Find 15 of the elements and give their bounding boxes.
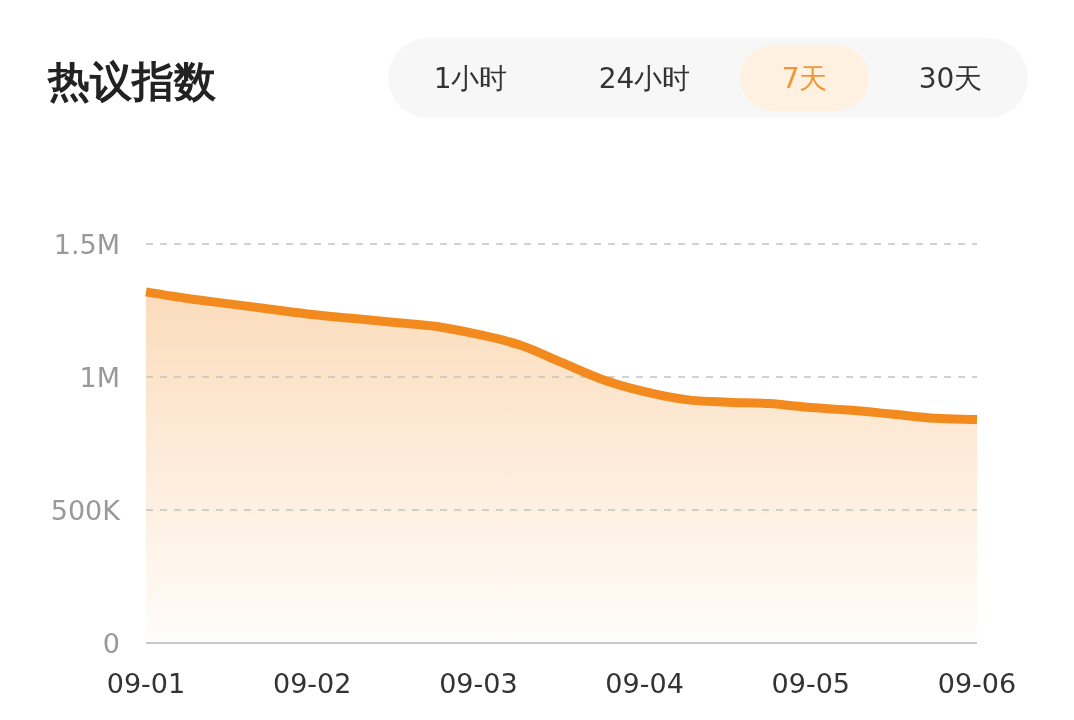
x-tick-label: 09-02	[272, 668, 352, 699]
x-tick-label: 09-03	[439, 668, 518, 699]
title: 热议指数	[48, 57, 216, 106]
x-tick-label: 09-05	[771, 668, 851, 699]
tab-label: 1小时	[433, 62, 508, 95]
tab-label: 30天	[918, 62, 983, 95]
y-tick-label: 1.5M	[53, 229, 120, 260]
tab-label: 7天	[781, 62, 828, 95]
x-tick-label: 09-01	[106, 668, 186, 699]
x-tick-label: 09-06	[937, 668, 1017, 699]
x-tick-label: 09-04	[605, 668, 684, 699]
tab-label: 24小时	[598, 62, 691, 95]
y-tick-label: 1M	[79, 362, 120, 393]
y-tick-label: 500K	[50, 495, 120, 526]
y-tick-label: 0	[102, 628, 120, 659]
